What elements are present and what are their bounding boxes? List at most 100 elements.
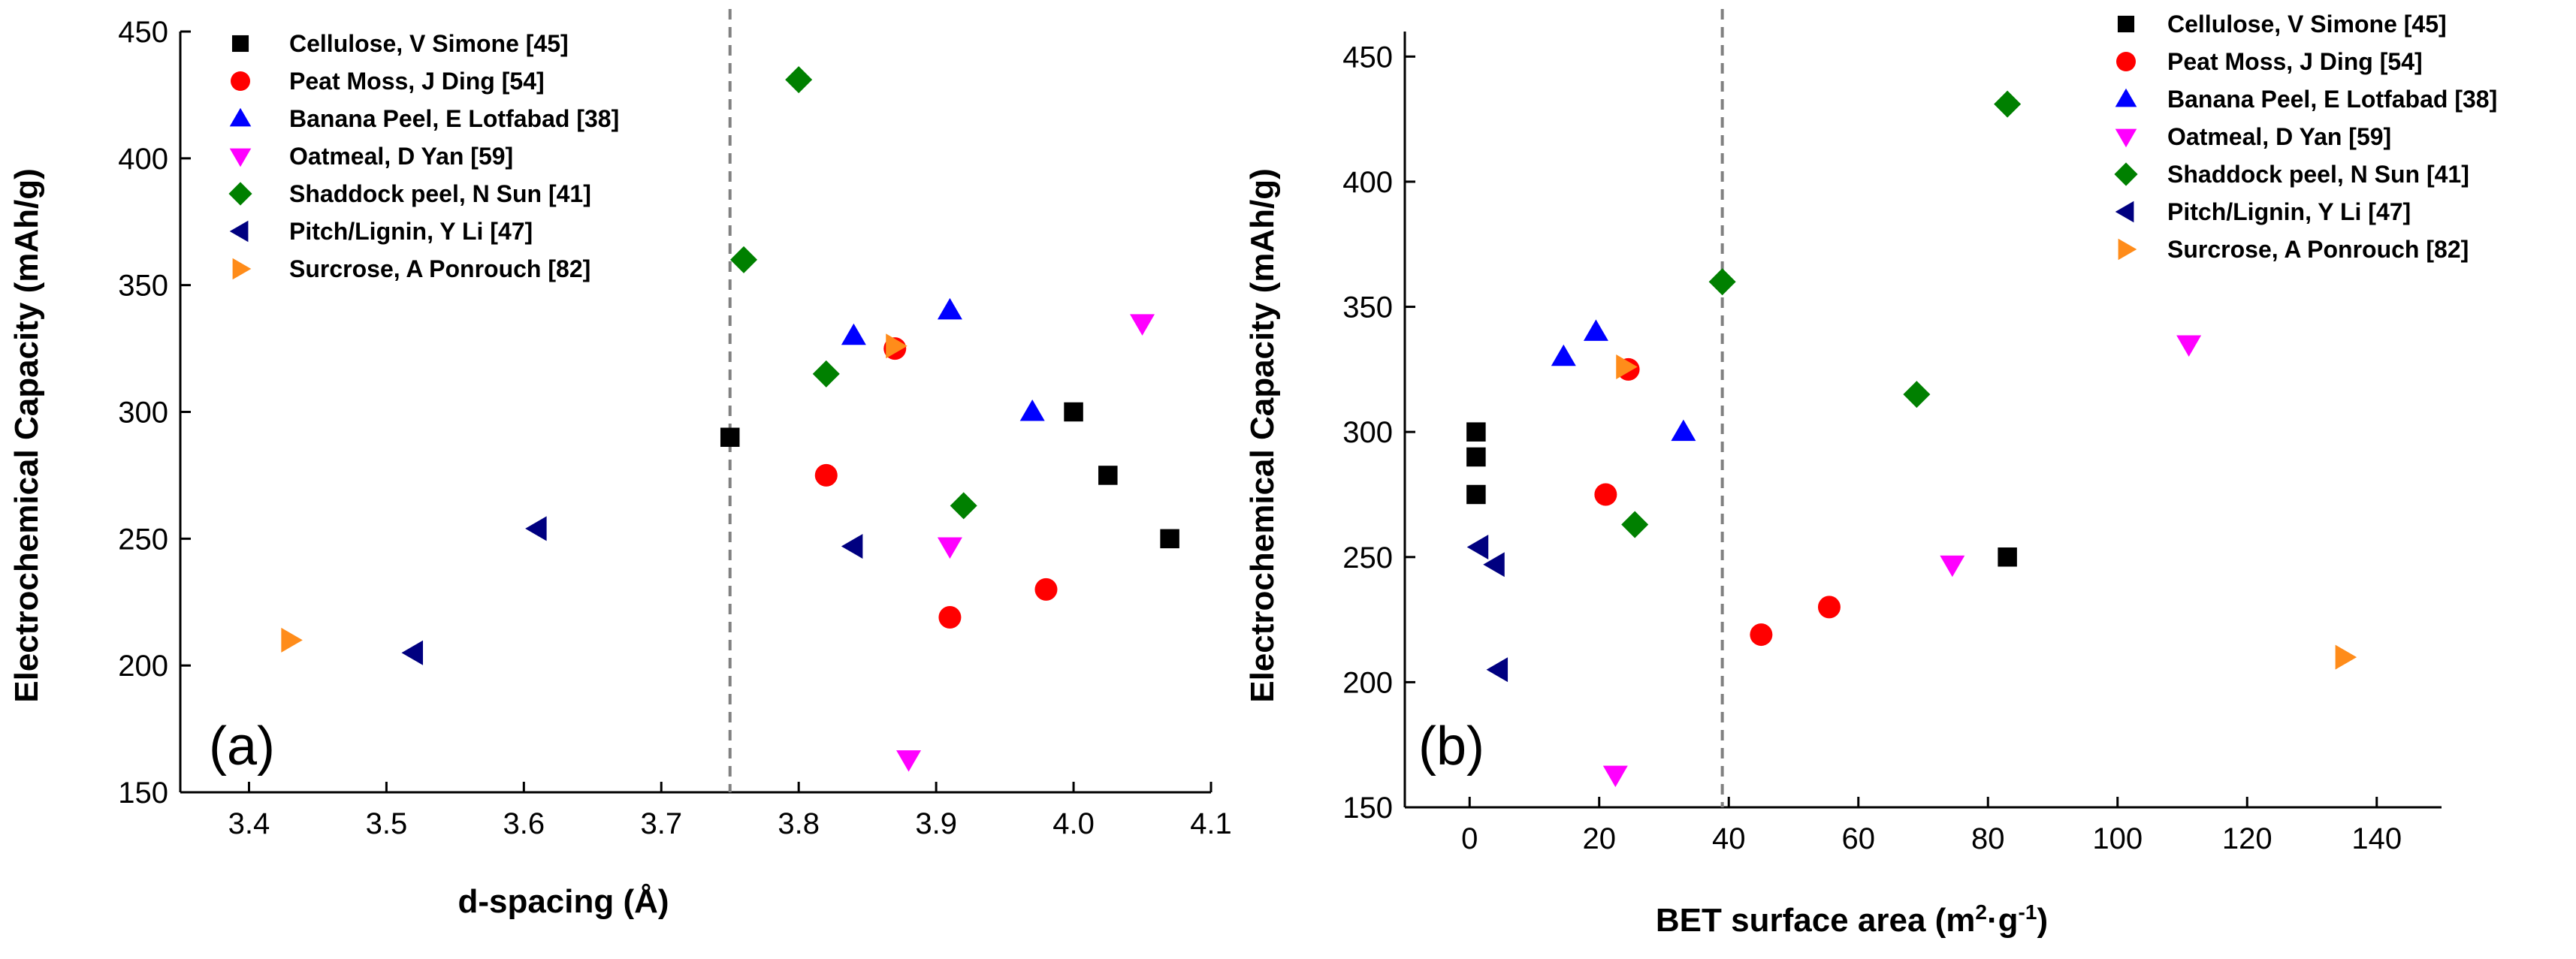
panel-b-data-point bbox=[1466, 447, 1486, 467]
panel-b-x-tick-label: 80 bbox=[1971, 822, 2005, 855]
panel-b-legend-label: Peat Moss, J Ding [54] bbox=[2167, 48, 2423, 75]
panel-b-label: (b) bbox=[1418, 716, 1484, 777]
panel-a-data-point bbox=[937, 297, 962, 320]
panel-b-y-axis-title: Electrochemical Capacity (mAh/g) bbox=[1244, 168, 1281, 703]
panel-a-y-tick-label: 200 bbox=[118, 650, 168, 683]
panel-b-data-point bbox=[1594, 483, 1617, 506]
panel-a-data-point bbox=[841, 533, 863, 559]
panel-a-legend-label: Banana Peel, E Lotfabad [38] bbox=[289, 105, 619, 132]
panel-b-x-tick-label: 40 bbox=[1712, 822, 1746, 855]
panel-a-legend-marker bbox=[229, 220, 249, 243]
panel-b-data-point bbox=[1583, 319, 1608, 341]
panel-a-x-axis-title: d-spacing (Å) bbox=[458, 883, 669, 920]
panel-b-legend-label: Banana Peel, E Lotfabad [38] bbox=[2167, 86, 2497, 113]
panel-a-data-point bbox=[937, 537, 962, 559]
panel-b-data-point bbox=[1940, 555, 1965, 578]
panel-a-data-point bbox=[1160, 529, 1179, 549]
panel-a-legend-label: Peat Moss, J Ding [54] bbox=[289, 68, 545, 95]
panel-a-data-point bbox=[720, 427, 740, 448]
panel-a-x-tick-label: 3.7 bbox=[640, 807, 682, 840]
panel-b-y-tick-label: 200 bbox=[1342, 666, 1393, 699]
panel-a-y-tick-label: 400 bbox=[118, 143, 168, 176]
panel-a-data-point bbox=[814, 463, 838, 487]
panel-b-data-point bbox=[1466, 484, 1486, 505]
panel-a-x-tick-label: 3.6 bbox=[503, 807, 545, 840]
panel-a-x-tick-label: 4.0 bbox=[1052, 807, 1095, 840]
panel-b-data-point bbox=[1551, 344, 1576, 366]
panel-a-x-tick-label: 3.5 bbox=[366, 807, 408, 840]
panel-a-data-point bbox=[886, 333, 907, 359]
panel-b-x-tick-label: 0 bbox=[1461, 822, 1478, 855]
panel-b-x-axis-title: BET surface area (m2·g-1) bbox=[1656, 900, 2048, 939]
panel-b-data-point bbox=[1750, 623, 1773, 647]
panel-a-data-point bbox=[938, 606, 962, 629]
panel-b-y-tick-label: 300 bbox=[1342, 416, 1393, 449]
panel-b-x-tick-label: 100 bbox=[2092, 822, 2143, 855]
panel-a-data-point bbox=[1019, 400, 1045, 421]
panel-b-data-point bbox=[2335, 644, 2357, 670]
panel-a-x-tick-label: 3.8 bbox=[778, 807, 820, 840]
panel-a-legend-marker bbox=[229, 148, 252, 167]
panel-b-data-point bbox=[1466, 422, 1486, 442]
panel-a-legend-marker bbox=[232, 258, 252, 280]
panel-a-data-point bbox=[1034, 578, 1058, 601]
panel-b-y-tick-label: 450 bbox=[1342, 41, 1393, 74]
panel-a-data-point bbox=[1130, 314, 1155, 336]
panel-a-legend-marker bbox=[231, 35, 249, 53]
panel-b-legend-marker bbox=[2116, 52, 2136, 71]
panel-b-legend-marker bbox=[2118, 238, 2137, 261]
panel-a-data-point bbox=[785, 66, 813, 94]
panel-a-x-tick-label: 3.4 bbox=[228, 807, 270, 840]
panel-a-legend-label: Surcrose, A Ponrouch [82] bbox=[289, 255, 590, 282]
panel-b-x-tick-label: 120 bbox=[2222, 822, 2272, 855]
panel-b-x-tick-label: 20 bbox=[1583, 822, 1617, 855]
panel-a-y-axis-title: Electrochemical Capacity (mAh/g) bbox=[8, 168, 45, 703]
panel-b-y-tick-label: 250 bbox=[1342, 541, 1393, 574]
panel-a-legend-label: Pitch/Lignin, Y Li [47] bbox=[289, 218, 533, 245]
panel-b-data-point bbox=[1903, 381, 1931, 409]
panel-b-legend-label: Oatmeal, D Yan [59] bbox=[2167, 123, 2391, 150]
panel-b-legend-marker bbox=[2117, 15, 2135, 33]
panel-b-x-tick-label: 140 bbox=[2351, 822, 2402, 855]
panel-b-legend-label: Surcrose, A Ponrouch [82] bbox=[2167, 236, 2469, 263]
panel-a-data-point bbox=[841, 323, 866, 345]
panel-a-label: (a) bbox=[209, 716, 275, 777]
panel-b-data-point bbox=[1486, 657, 1508, 683]
panel-a-data-point bbox=[525, 516, 547, 541]
panel-a-data-point bbox=[401, 640, 423, 665]
panel-b-data-point bbox=[1994, 90, 2022, 118]
panel-a-legend-marker bbox=[228, 182, 252, 206]
panel-a-data-point bbox=[281, 627, 303, 653]
panel-b-x-tick-label: 60 bbox=[1842, 822, 1876, 855]
panel-a-x-tick-label: 3.9 bbox=[915, 807, 957, 840]
panel-b-y-tick-label: 350 bbox=[1342, 291, 1393, 324]
panel-b-y-tick-label: 150 bbox=[1342, 792, 1393, 825]
panel-b-chart: Electrochemical Capacity (mAh/g) BET sur… bbox=[1244, 9, 2497, 939]
panel-a-data-point bbox=[812, 360, 840, 388]
panel-b-data-point bbox=[1616, 354, 1638, 380]
panel-b-legend-marker bbox=[2115, 88, 2137, 107]
panel-b-legend-label: Shaddock peel, N Sun [41] bbox=[2167, 161, 2469, 188]
panel-a-legend-label: Shaddock peel, N Sun [41] bbox=[289, 180, 591, 207]
panel-b-data-point bbox=[1708, 268, 1736, 296]
panel-b-data-point bbox=[1621, 511, 1649, 538]
panel-a-y-tick-label: 300 bbox=[118, 397, 168, 430]
panel-a-y-tick-label: 450 bbox=[118, 16, 168, 49]
panel-a-y-tick-label: 250 bbox=[118, 523, 168, 556]
panel-a-data-point bbox=[730, 246, 758, 273]
panel-a-x-tick-label: 4.1 bbox=[1190, 807, 1232, 840]
panel-a-data-point bbox=[1064, 402, 1083, 422]
panel-a-chart: Electrochemical Capacity (mAh/g) d-spaci… bbox=[8, 9, 1232, 920]
panel-b-legend-marker bbox=[2115, 128, 2137, 148]
panel-b-legend-marker bbox=[2114, 162, 2138, 186]
panel-a-data-point bbox=[896, 750, 922, 772]
panel-a-legend-marker bbox=[229, 107, 252, 127]
panel-a-y-tick-label: 350 bbox=[118, 270, 168, 303]
panel-a-data-point bbox=[1098, 466, 1118, 485]
panel-b-y-tick-label: 400 bbox=[1342, 166, 1393, 199]
panel-b-legend-label: Pitch/Lignin, Y Li [47] bbox=[2167, 198, 2411, 225]
panel-a-legend-label: Cellulose, V Simone [45] bbox=[289, 30, 569, 57]
panel-b-legend-marker bbox=[2115, 201, 2134, 223]
panel-b-data-point bbox=[1483, 552, 1505, 578]
